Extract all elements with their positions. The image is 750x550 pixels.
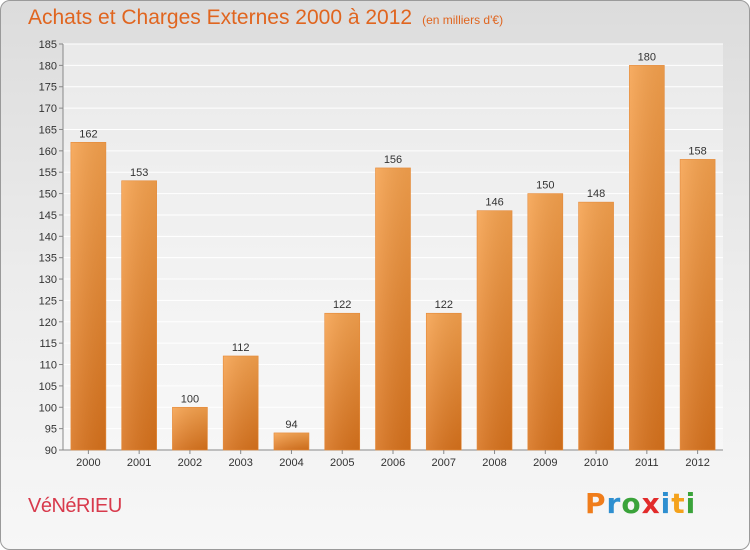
y-tick-label: 125	[39, 295, 57, 307]
chart-title: Achats et Charges Externes 2000 à 2012 (e…	[28, 6, 503, 30]
chart-subtitle: (en milliers d'€)	[422, 13, 504, 27]
x-tick-label: 2006	[381, 457, 405, 469]
logo-letter: P	[585, 487, 607, 520]
y-tick-label: 165	[39, 124, 57, 136]
y-tick-label: 120	[39, 317, 57, 329]
bar-shade	[578, 201, 614, 451]
y-tick-label: 90	[45, 445, 57, 457]
bar-value-label: 100	[181, 393, 199, 405]
y-tick-label: 110	[39, 360, 57, 372]
x-tick-label: 2009	[533, 457, 557, 469]
x-tick-label: 2000	[76, 457, 100, 469]
bar-shade	[527, 193, 564, 451]
x-tick-label: 2011	[635, 457, 659, 469]
commune-name: VéNéRIEU	[28, 495, 122, 517]
logo-letter: t	[671, 487, 686, 520]
y-tick-label: 175	[39, 82, 57, 94]
x-tick-label: 2004	[279, 457, 303, 469]
title-text: Achats et Charges Externes 2000 à 2012	[28, 6, 413, 29]
y-tick-label: 95	[45, 424, 57, 436]
proxiti-logo: Proxiti	[585, 487, 696, 520]
logo-letter: i	[660, 487, 672, 520]
y-tick-label: 155	[39, 167, 57, 179]
bar-value-label: 180	[638, 51, 656, 63]
y-tick-label: 135	[39, 253, 57, 265]
logo-letter: i	[685, 487, 697, 520]
bar-shade	[172, 406, 208, 451]
logo-letter: r	[606, 487, 622, 520]
bar-value-label: 153	[130, 167, 148, 179]
y-tick-label: 140	[39, 231, 57, 243]
x-tick-label: 2010	[584, 457, 608, 469]
bar-shade	[324, 312, 361, 451]
x-tick-label: 2005	[330, 457, 354, 469]
y-tick-label: 105	[39, 381, 57, 393]
bar-value-label: 148	[587, 188, 605, 200]
x-tick-label: 2007	[432, 457, 456, 469]
x-tick-label: 2001	[127, 457, 151, 469]
y-tick-label: 150	[39, 189, 57, 201]
bar-shade	[70, 141, 107, 451]
x-tick-label: 2008	[482, 457, 506, 469]
bar-value-label: 150	[536, 180, 554, 192]
x-tick-label: 2003	[228, 457, 252, 469]
y-tick-label: 160	[39, 146, 57, 158]
bar-shade	[629, 65, 665, 451]
y-tick-label: 145	[39, 210, 57, 222]
bar-value-label: 162	[79, 128, 97, 140]
x-tick-label: 2002	[178, 457, 202, 469]
logo-letter: x	[641, 487, 661, 520]
bar-value-label: 156	[384, 154, 402, 166]
bar-value-label: 94	[285, 419, 297, 431]
bar-shade	[679, 159, 716, 451]
bar-value-label: 146	[485, 197, 503, 209]
bar-shade	[222, 355, 259, 451]
y-tick-label: 185	[39, 39, 57, 51]
bar-value-label: 112	[232, 342, 250, 354]
bar-shade	[476, 210, 513, 451]
y-tick-label: 170	[39, 103, 57, 115]
bar-shade	[425, 312, 462, 451]
bar-shade	[273, 432, 310, 451]
y-tick-label: 100	[39, 402, 57, 414]
y-tick-label: 130	[39, 274, 57, 286]
bar-shade	[121, 180, 157, 451]
y-tick-label: 180	[39, 60, 57, 72]
bar-value-label: 122	[333, 299, 351, 311]
bar-value-label: 158	[688, 145, 706, 157]
y-tick-label: 115	[39, 338, 57, 350]
bar-value-label: 122	[435, 299, 453, 311]
bar-shade	[375, 167, 411, 451]
logo-letter: o	[621, 487, 642, 520]
x-tick-label: 2012	[685, 457, 709, 469]
